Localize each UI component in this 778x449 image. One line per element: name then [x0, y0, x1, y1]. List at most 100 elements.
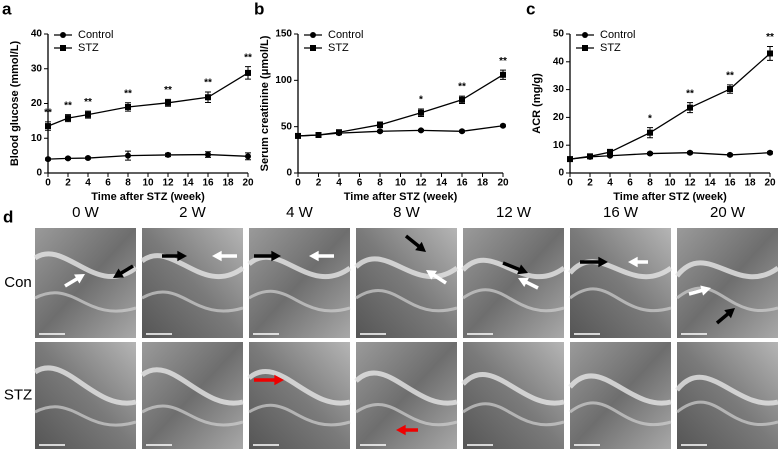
membrane — [141, 404, 244, 427]
membrane — [568, 373, 672, 406]
x-tick-label: 20 — [497, 178, 509, 189]
membrane — [141, 290, 244, 313]
x-tick-label: 10 — [142, 178, 154, 189]
data-point — [418, 127, 424, 134]
membrane — [248, 289, 351, 313]
arrow-head — [598, 256, 608, 268]
panel-label: d — [3, 207, 13, 226]
data-point — [459, 96, 465, 103]
arrow-head — [271, 250, 281, 262]
membrane — [462, 402, 565, 427]
x-tick-label: 18 — [477, 178, 489, 189]
membrane — [140, 253, 245, 280]
data-point — [647, 129, 653, 136]
data-point — [45, 156, 51, 163]
data-point — [647, 150, 653, 157]
y-tick-label: 0 — [36, 168, 42, 179]
x-tick-label: 6 — [627, 178, 633, 189]
data-point — [45, 123, 51, 130]
x-tick-label: 4 — [85, 178, 91, 189]
membrane — [461, 372, 565, 406]
y-tick-label: 20 — [553, 112, 565, 123]
arrow-head — [517, 264, 528, 275]
membrane — [33, 365, 137, 406]
data-point — [125, 152, 131, 159]
y-tick-label: 50 — [553, 29, 565, 40]
data-point — [377, 128, 383, 135]
x-tick-label: 6 — [105, 178, 111, 189]
data-point — [125, 103, 131, 110]
x-tick-label: 2 — [316, 178, 322, 189]
arrow-head — [724, 308, 735, 319]
y-axis-title: Serum creatinine (μmol/L) — [259, 35, 271, 171]
legend-label: STZ — [600, 42, 621, 54]
micrograph — [356, 342, 457, 449]
data-point — [607, 149, 613, 156]
membrane — [355, 403, 458, 427]
x-tick-label: 10 — [395, 178, 407, 189]
data-point — [336, 129, 342, 136]
x-tick-label: 12 — [162, 178, 174, 189]
y-tick-label: 0 — [558, 168, 564, 179]
significance-label: ** — [499, 56, 507, 67]
significance-label: * — [648, 113, 652, 124]
data-point — [727, 151, 733, 158]
membrane — [247, 254, 352, 280]
y-tick-label: 100 — [275, 75, 292, 86]
data-point — [65, 155, 71, 162]
significance-label: ** — [458, 82, 466, 93]
membrane — [140, 367, 244, 406]
membrane — [676, 286, 778, 312]
data-point — [567, 156, 573, 163]
x-tick-label: 14 — [704, 178, 716, 189]
x-tick-label: 14 — [182, 178, 194, 189]
data-point — [767, 50, 773, 57]
data-point — [245, 153, 251, 160]
membrane — [34, 291, 137, 313]
significance-label: ** — [204, 78, 212, 89]
x-tick-label: 10 — [664, 178, 676, 189]
panel-label: a — [2, 0, 12, 18]
data-point — [165, 99, 171, 106]
arrow-head — [426, 270, 437, 280]
significance-label: ** — [726, 71, 734, 82]
data-point — [315, 132, 322, 139]
x-tick-label: 2 — [587, 178, 593, 189]
legend-marker — [60, 45, 66, 51]
micrograph — [463, 228, 564, 338]
membrane — [461, 257, 566, 280]
y-tick-label: 30 — [553, 84, 565, 95]
micrograph — [356, 228, 457, 338]
column-label: 0 W — [72, 204, 100, 221]
arrow-head — [274, 374, 284, 386]
data-point — [727, 86, 733, 93]
micrograph — [570, 228, 671, 338]
micrograph — [35, 342, 136, 449]
micrograph — [463, 342, 564, 449]
column-label: 12 W — [496, 204, 532, 221]
legend-marker — [310, 32, 316, 38]
y-axis-title: ACR (mg/g) — [531, 73, 543, 134]
arrow-head — [212, 250, 222, 262]
arrow-head — [396, 424, 406, 436]
membrane — [569, 401, 672, 427]
x-tick-label: 18 — [744, 178, 756, 189]
micrograph — [249, 228, 350, 338]
x-tick-label: 20 — [764, 178, 776, 189]
legend-label: Control — [328, 29, 363, 41]
row-label: Con — [4, 274, 32, 291]
membrane — [676, 400, 778, 426]
legend-marker — [310, 45, 316, 51]
data-point — [687, 104, 693, 111]
membrane — [569, 287, 672, 313]
legend-label: STZ — [78, 42, 99, 54]
data-point — [205, 151, 211, 158]
arrow-head — [113, 268, 124, 278]
membrane — [675, 260, 778, 280]
x-tick-label: 2 — [65, 178, 71, 189]
y-tick-label: 40 — [553, 56, 565, 67]
arrow-head — [518, 277, 529, 288]
series-line — [297, 125, 504, 137]
x-axis-title: Time after STZ (week) — [613, 191, 727, 203]
significance-label: ** — [84, 97, 92, 108]
